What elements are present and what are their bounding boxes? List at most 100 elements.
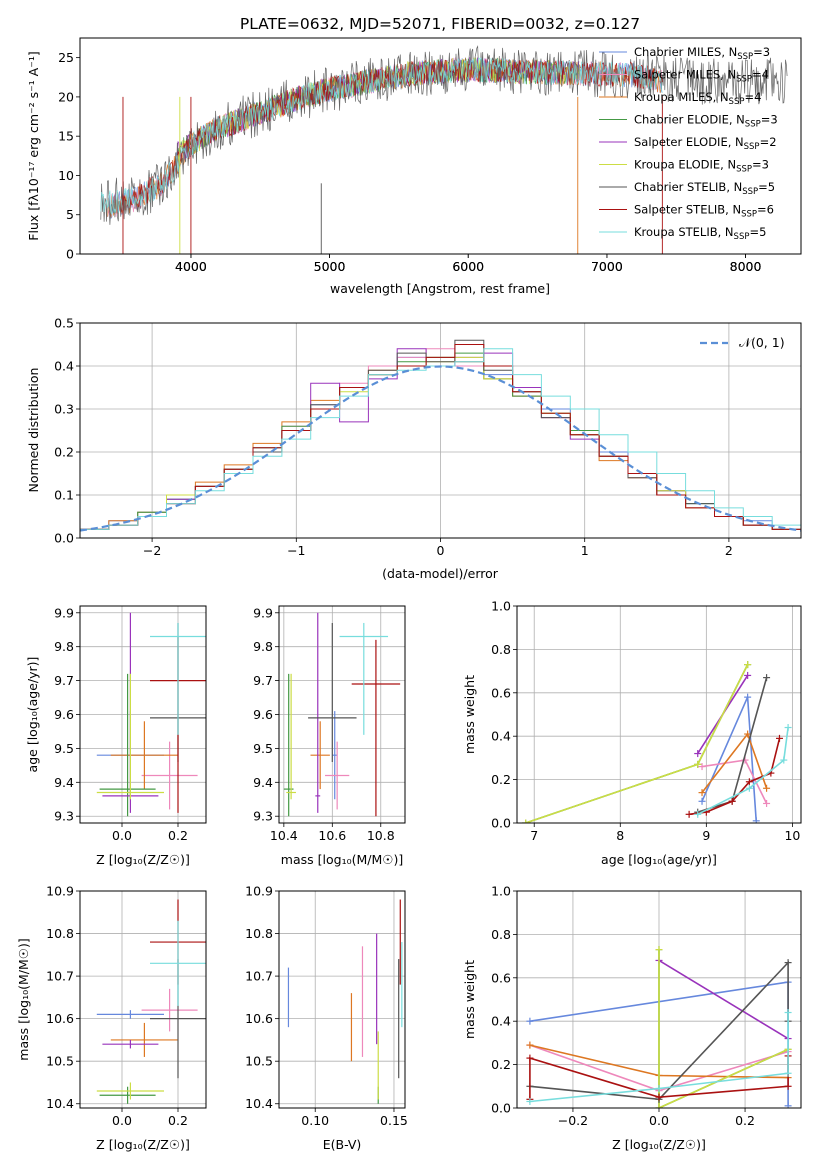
- legend-tail: =5: [749, 225, 766, 239]
- y-tick-label: 9.4: [54, 775, 74, 790]
- y-axis-label: mass [log₁₀(M/M☉)]: [16, 938, 31, 1060]
- y-tick-label: 10.9: [46, 884, 74, 899]
- axes-frame: [278, 890, 406, 1109]
- x-tick-label: 0.2: [168, 828, 188, 843]
- legend-subscript: SSP: [742, 187, 758, 197]
- y-axis-label: age [log₁₀(age/yr)]: [25, 657, 40, 773]
- legend-tail: =4: [752, 68, 769, 82]
- legend-subscript: SSP: [737, 52, 753, 62]
- mass-vs-ebv-panel: 0.10 0.15 10.4 10.5 10.6 10.7 10.8 10.9 E(B-V): [245, 884, 408, 1153]
- legend-text: Salpeter MILES, N: [634, 68, 736, 82]
- legend-tail: =3: [752, 158, 769, 172]
- y-tick-label: 10.9: [245, 884, 273, 899]
- y-tick-label: 20: [58, 89, 74, 104]
- y-tick-label: 0.8: [491, 927, 511, 942]
- legend-entry: Kroupa MILES, NSSP=4: [634, 90, 761, 107]
- y-tick-label: 9.6: [54, 707, 74, 722]
- y-tick-label: 9.5: [54, 741, 74, 756]
- y-tick-label: 0: [66, 247, 74, 262]
- x-tick-label: 0.0: [112, 828, 132, 843]
- x-tick-label: 4000: [175, 259, 207, 274]
- y-tick-label: 9.8: [54, 639, 74, 654]
- y-tick-label: 10.5: [46, 1054, 74, 1069]
- legend-entry: Chabrier ELODIE, NSSP=3: [634, 113, 778, 130]
- x-tick-label: 8000: [730, 259, 762, 274]
- y-tick-label: 15: [58, 129, 74, 144]
- plot-area: [526, 946, 792, 1108]
- y-tick-label: 9.6: [253, 707, 273, 722]
- x-axis-label: E(B-V): [323, 1137, 362, 1152]
- residual-histogram-panel: −2 −1 0 1 2 0.0 0.1 0.2 0.3 0.4 0.5 𝒩(0, 1) (data-mo…: [26, 316, 802, 581]
- x-axis-label: Z [log₁₀(Z/Z☉)]: [96, 1137, 190, 1152]
- legend-tail: =4: [744, 90, 761, 104]
- x-tick-label: 0.2: [168, 1113, 188, 1128]
- axes-frame: [516, 605, 802, 824]
- legend-entry: Kroupa ELODIE, NSSP=3: [634, 158, 769, 175]
- x-tick-label: 10.4: [270, 828, 298, 843]
- y-tick-label: 9.8: [253, 639, 273, 654]
- x-tick-label: 7000: [591, 259, 623, 274]
- y-tick-label: 9.3: [54, 809, 74, 824]
- y-tick-label: 0.4: [54, 359, 74, 374]
- axes-frame: [79, 605, 207, 824]
- plot-area: [96, 612, 206, 817]
- age-vs-metallicity-panel: 0.0 0.2 9.3 9.4 9.5 9.6 9.7 9.8 9.9 Z [log₁₀(Z/Z☉…: [25, 605, 207, 867]
- x-tick-label: 0.15: [380, 1113, 408, 1128]
- legend-text: Salpeter ELODIE, N: [634, 135, 744, 149]
- x-tick-label: 5000: [314, 259, 346, 274]
- x-tick-label: 9: [702, 828, 710, 843]
- legend-subscript: SSP: [736, 75, 752, 85]
- legend-entry: Kroupa STELIB, NSSP=5: [634, 225, 766, 242]
- y-tick-label: 0.2: [491, 1057, 511, 1072]
- legend-text: Chabrier ELODIE, N: [634, 113, 745, 127]
- y-tick-label: 10.4: [245, 1096, 273, 1111]
- x-tick-label: 10: [784, 828, 800, 843]
- gaussian-reference-curve: [80, 365, 801, 532]
- x-axis-label: mass [log₁₀(M/M☉)]: [281, 852, 403, 867]
- x-tick-label: −0.2: [558, 1113, 588, 1128]
- legend-subscript: SSP: [741, 210, 757, 220]
- x-tick-label: 7: [530, 828, 538, 843]
- x-tick-label: 1: [581, 543, 589, 558]
- legend-entry: 𝒩(0, 1): [739, 335, 785, 350]
- y-tick-label: 0.0: [54, 531, 74, 546]
- x-tick-label: −1: [287, 543, 305, 558]
- y-tick-label: 10: [58, 168, 74, 183]
- y-tick-label: 0.4: [491, 1014, 511, 1029]
- legend-text: Kroupa ELODIE, N: [634, 158, 736, 172]
- y-tick-label: 0.0: [491, 816, 511, 831]
- legend-entry: Chabrier STELIB, NSSP=5: [634, 180, 775, 197]
- y-tick-label: 0.1: [54, 488, 74, 503]
- x-axis-label: wavelength [Angstrom, rest frame]: [330, 281, 550, 296]
- x-axis-label: (data-model)/error: [382, 566, 499, 581]
- legend-tail: =3: [753, 45, 770, 59]
- axes-frame: [278, 605, 406, 824]
- x-axis-label: Z [log₁₀(Z/Z☉)]: [612, 1137, 706, 1152]
- legend-subscript: SSP: [744, 142, 760, 152]
- x-tick-label: 10.6: [318, 828, 346, 843]
- y-tick-label: 10.7: [245, 969, 273, 984]
- y-tick-label: 0.6: [491, 685, 511, 700]
- x-tick-label: −2: [143, 543, 161, 558]
- y-tick-label: 10.8: [46, 926, 74, 941]
- spectrum-series-line: [121, 59, 663, 212]
- y-tick-label: 10.5: [245, 1054, 273, 1069]
- y-axis-label: Normed distribution: [26, 368, 41, 493]
- y-tick-label: 10.6: [46, 1011, 74, 1026]
- legend-tail: =6: [757, 203, 774, 217]
- massweight-series-line: [697, 727, 789, 816]
- x-tick-label: 6000: [452, 259, 484, 274]
- y-tick-label: 9.9: [54, 605, 74, 620]
- y-axis-label: Flux [fλ10⁻¹⁷ erg cm⁻² s⁻¹ A⁻¹]: [26, 51, 41, 240]
- x-tick-label: 0.10: [301, 1113, 329, 1128]
- legend-text: Salpeter STELIB, N: [634, 203, 741, 217]
- x-tick-label: 4000: [175, 259, 207, 274]
- axes-frame: [79, 37, 802, 255]
- y-tick-label: 0.8: [491, 642, 511, 657]
- massweight-vs-metallicity-panel: −0.2 0.0 0.2 0.0 0.2 0.4 0.6 0.8 1.0 Z [log₁₀(Z/Z…: [462, 884, 802, 1152]
- legend-subscript: SSP: [736, 165, 752, 175]
- x-axis-label: age [log₁₀(age/yr)]: [601, 852, 717, 867]
- massweight-series-line: [658, 949, 789, 1108]
- y-tick-label: 9.7: [54, 673, 74, 688]
- figure-title: PLATE=0632, MJD=52071, FIBERID=0032, z=0…: [240, 15, 640, 33]
